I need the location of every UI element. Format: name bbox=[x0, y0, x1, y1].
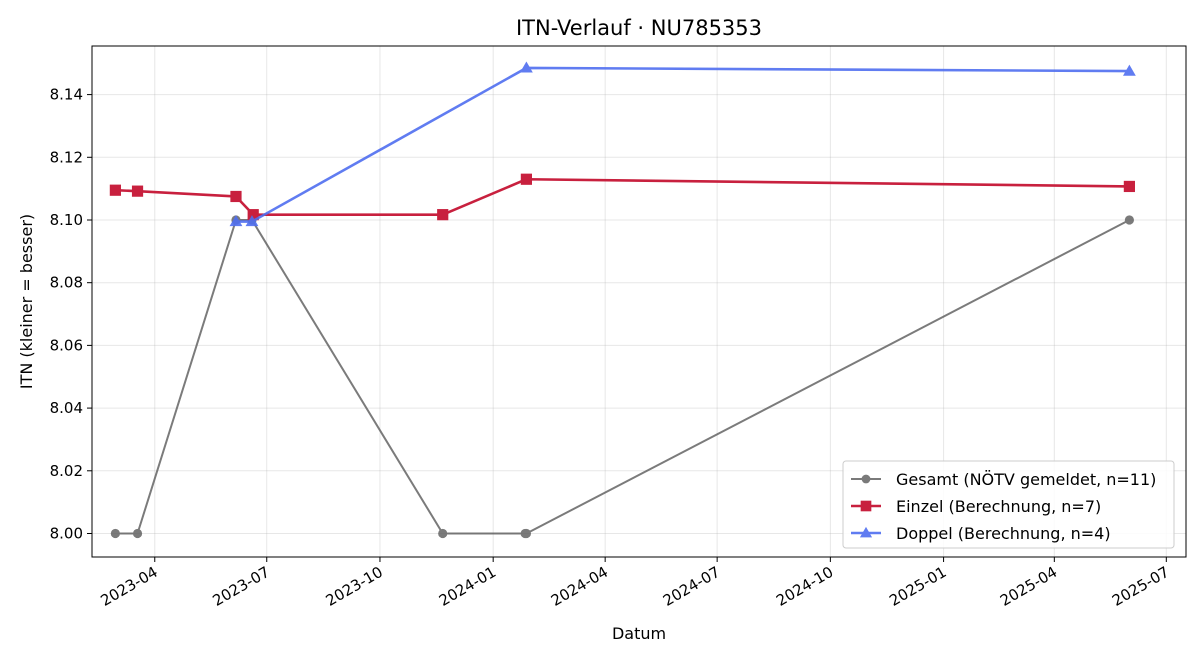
data-point-circle bbox=[132, 528, 143, 539]
data-point-circle bbox=[438, 528, 448, 539]
x-axis-title: Datum bbox=[612, 624, 666, 643]
y-tick-label: 8.12 bbox=[50, 148, 83, 166]
data-point-square bbox=[437, 209, 449, 221]
data-point-triangle bbox=[229, 215, 243, 227]
data-point-triangle bbox=[245, 215, 259, 227]
y-tick-label: 8.06 bbox=[50, 336, 83, 354]
data-point-square bbox=[131, 185, 144, 197]
legend-marker-triangle bbox=[859, 526, 873, 538]
y-tick-label: 8.00 bbox=[50, 524, 83, 542]
data-point-circle bbox=[1124, 215, 1134, 225]
legend-marker-square bbox=[860, 500, 872, 512]
y-tick-label: 8.10 bbox=[50, 211, 83, 229]
legend-box bbox=[842, 460, 1175, 549]
series-layer bbox=[109, 61, 1136, 539]
data-point-circle bbox=[110, 528, 120, 539]
legend: Gesamt (NÖTV gemeldet, n=11) Einzel (Bere… bbox=[842, 460, 1175, 549]
legend-label: Einzel (Berechnung, n=7) bbox=[896, 497, 1101, 516]
chart-title: ITN-Verlauf · NU785353 bbox=[516, 16, 762, 40]
data-point-square bbox=[109, 184, 121, 196]
legend-label: Gesamt (NÖTV gemeldet, n=11) bbox=[896, 470, 1156, 489]
legend-item bbox=[851, 526, 881, 538]
data-point-square bbox=[1123, 180, 1135, 193]
data-point-square bbox=[247, 209, 259, 221]
legend-item bbox=[851, 500, 881, 512]
series-square bbox=[109, 173, 1135, 221]
data-point-square bbox=[230, 190, 242, 203]
plot-frame bbox=[91, 45, 1187, 558]
y-axis: 8.00 8.02 8.04 8.06 8.08 8.10 8.12 8.14 bbox=[50, 86, 92, 542]
grid bbox=[92, 46, 1186, 557]
data-point-triangle bbox=[520, 61, 533, 73]
y-tick-label: 8.04 bbox=[50, 399, 83, 417]
legend-item bbox=[851, 474, 881, 484]
data-point-circle bbox=[521, 528, 532, 539]
data-point-triangle bbox=[1122, 64, 1136, 76]
legend-marker-circle bbox=[861, 474, 871, 484]
series-triangle bbox=[229, 61, 1136, 227]
y-tick-label: 8.02 bbox=[50, 462, 83, 480]
series-line bbox=[235, 66, 1130, 223]
legend-label: Doppel (Berechnung, n=4) bbox=[896, 524, 1111, 543]
y-tick-label: 8.14 bbox=[50, 86, 83, 104]
data-point-square bbox=[520, 173, 533, 185]
y-axis-title: ITN (kleiner = besser) bbox=[17, 214, 36, 389]
y-tick-label: 8.08 bbox=[50, 274, 83, 292]
